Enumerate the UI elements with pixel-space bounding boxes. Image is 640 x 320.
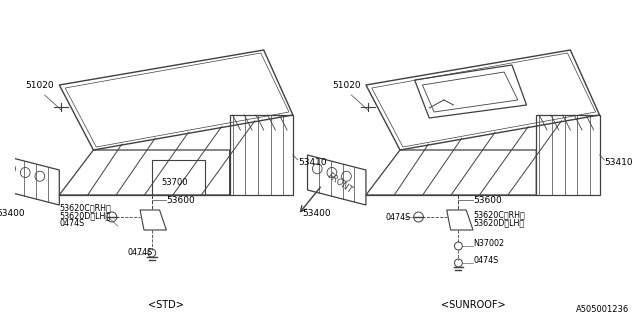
Text: 51020: 51020 bbox=[332, 81, 360, 90]
Text: 0474S: 0474S bbox=[473, 256, 499, 265]
Text: 0474S: 0474S bbox=[385, 212, 411, 221]
Text: 51020: 51020 bbox=[25, 81, 54, 90]
Text: 0474S: 0474S bbox=[60, 219, 84, 228]
Text: 53400: 53400 bbox=[0, 209, 25, 218]
Text: 53700: 53700 bbox=[161, 178, 188, 187]
Text: 53620D〈LH〉: 53620D〈LH〉 bbox=[60, 211, 111, 220]
Text: 53410: 53410 bbox=[298, 157, 326, 166]
Text: FRONT: FRONT bbox=[325, 171, 354, 195]
Text: A505001236: A505001236 bbox=[575, 305, 628, 314]
Text: <SUNROOF>: <SUNROOF> bbox=[441, 300, 506, 310]
Text: 53620C〈RH〉: 53620C〈RH〉 bbox=[60, 203, 111, 212]
Text: 53620D〈LH〉: 53620D〈LH〉 bbox=[473, 218, 524, 227]
Text: 53620C〈RH〉: 53620C〈RH〉 bbox=[473, 210, 525, 219]
Text: 53600: 53600 bbox=[473, 196, 502, 204]
Text: 53600: 53600 bbox=[166, 196, 195, 204]
Text: 53400: 53400 bbox=[303, 209, 332, 218]
Text: 53410: 53410 bbox=[604, 157, 633, 166]
Text: N37002: N37002 bbox=[473, 239, 504, 248]
Text: 0474S: 0474S bbox=[127, 248, 153, 257]
Text: <STD>: <STD> bbox=[148, 300, 184, 310]
